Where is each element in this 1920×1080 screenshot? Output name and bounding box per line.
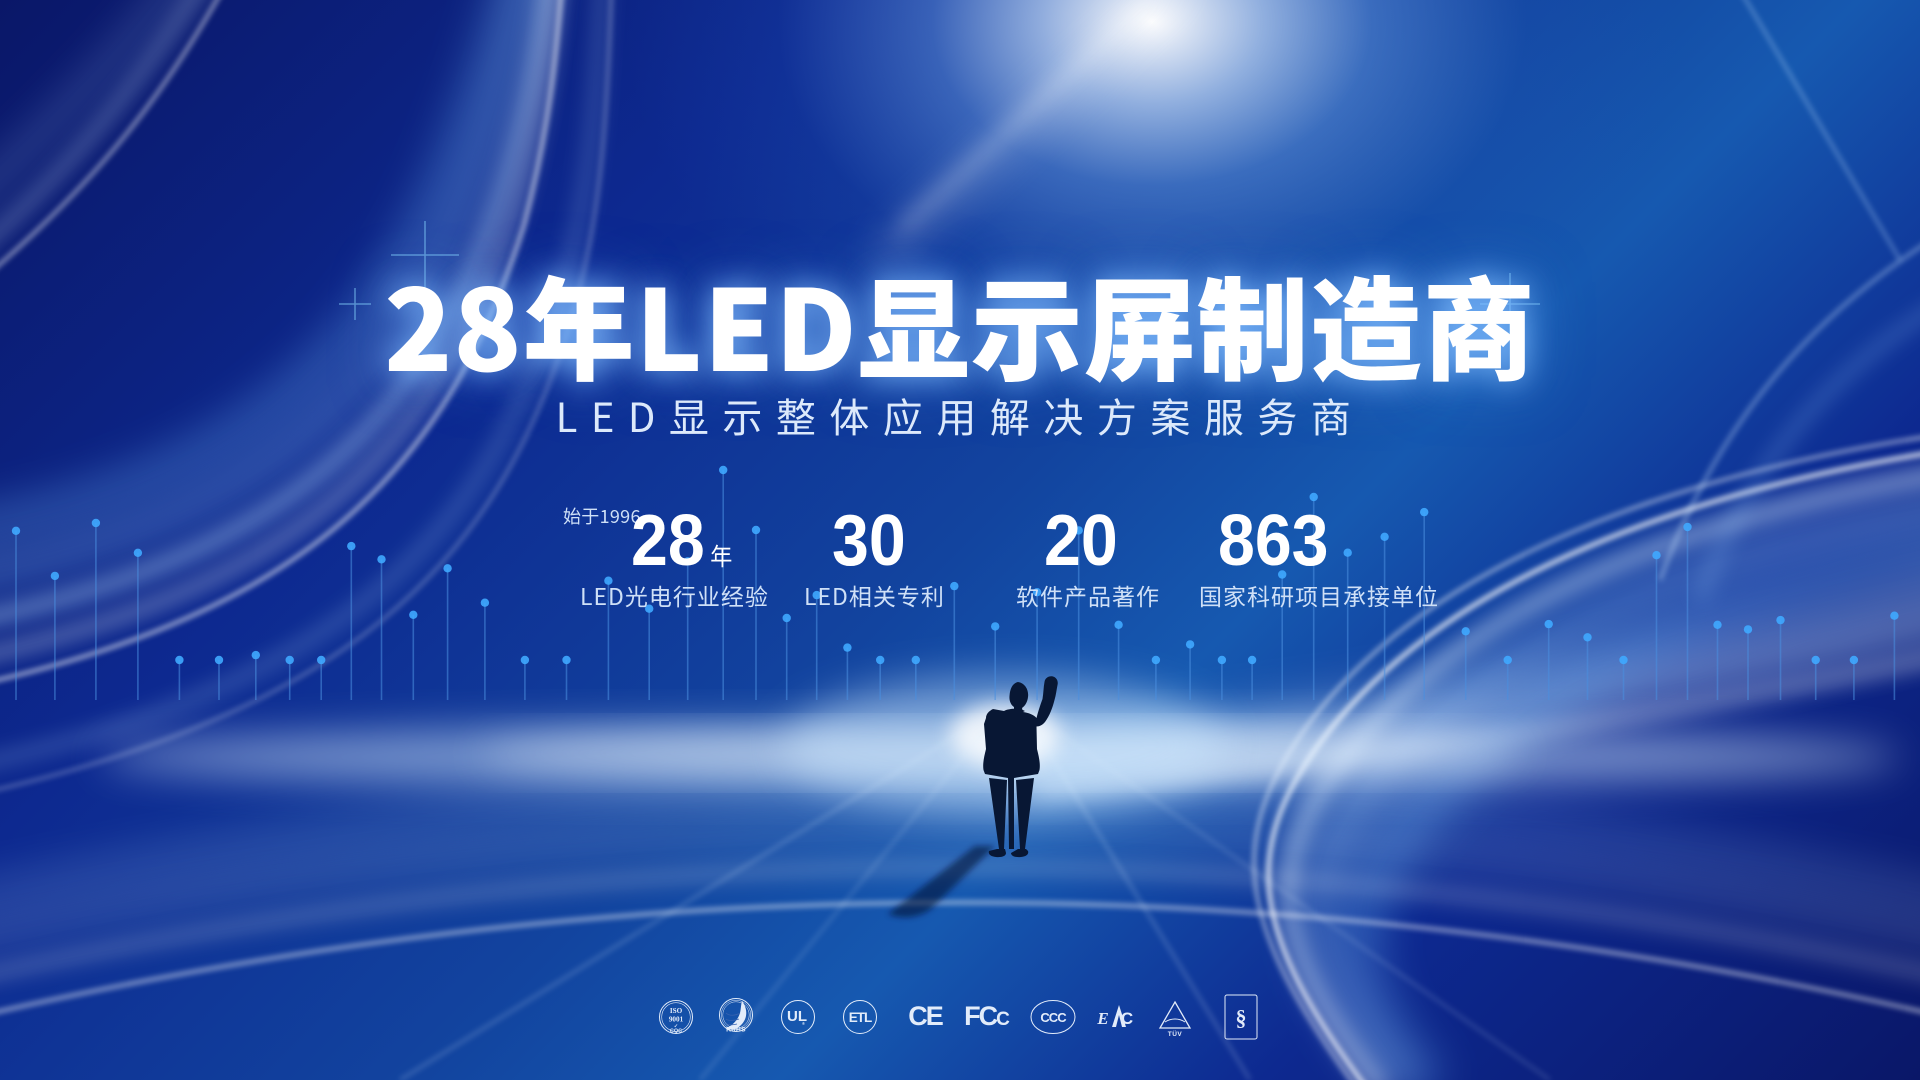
svg-text:9001: 9001 xyxy=(669,1016,684,1024)
svg-text:CQC: CQC xyxy=(670,1029,682,1035)
svg-text:®: ® xyxy=(802,1021,805,1026)
svg-text:C: C xyxy=(1121,1009,1133,1028)
svg-text:FCC: FCC xyxy=(964,1001,1010,1031)
svg-text:CCC: CCC xyxy=(1040,1010,1067,1025)
svg-text:ISO: ISO xyxy=(670,1007,683,1015)
svg-text:§: § xyxy=(1236,1005,1247,1030)
svg-text:E: E xyxy=(1096,1009,1108,1028)
svg-text:CE: CE xyxy=(908,1001,942,1031)
svg-text:ETL: ETL xyxy=(849,1010,872,1025)
svg-text:RoHS: RoHS xyxy=(726,1027,746,1034)
svg-text:TÜV: TÜV xyxy=(1168,1029,1183,1038)
